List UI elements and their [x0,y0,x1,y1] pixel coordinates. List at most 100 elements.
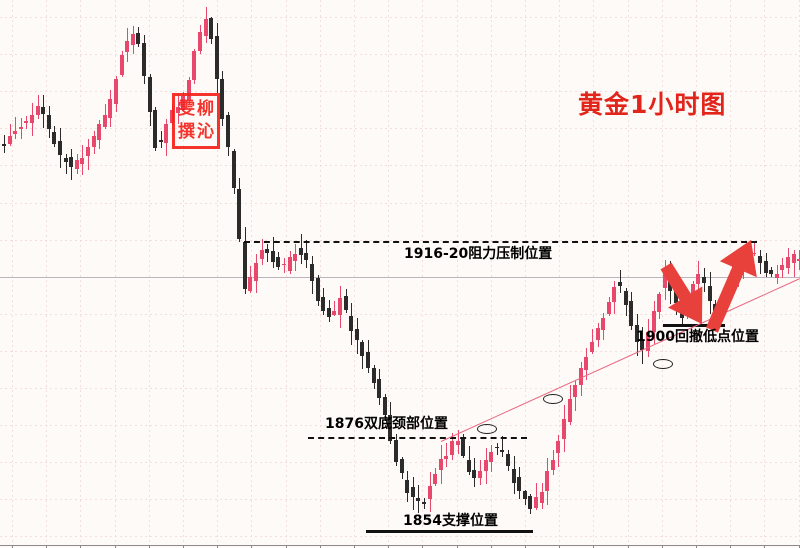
neckline-label: 1876双底颈部位置 [325,416,448,432]
candle-body [142,42,146,77]
candle-body [153,109,158,148]
trendline-touch-marker [477,424,497,434]
candle-body [506,454,510,467]
candle-body [494,446,499,449]
candle-body [242,241,247,289]
candle-body [422,502,426,504]
candle-body [24,121,29,124]
candle-wick [334,300,336,317]
candle-body [315,278,320,302]
candle-body [668,275,673,291]
candle-body [388,414,393,441]
candle-wick [620,270,621,293]
candle-body [58,141,62,156]
candle-body [674,285,678,303]
candle-body [377,379,382,399]
candle-body [136,32,141,45]
candle-body [97,124,102,141]
candle-body [444,456,449,459]
candle-body [298,248,303,256]
candle-body [562,418,566,440]
candle-body [797,259,800,261]
candle-wick [502,435,504,458]
candle-body [763,260,768,274]
axis-tick [12,546,13,548]
axis-tick [80,546,81,548]
axis-tick [251,546,252,548]
candle-body [349,316,354,331]
candle-wick [793,249,795,277]
candle-body [455,441,460,446]
retrace-low-label: 1900回撤低点位置 [636,329,759,345]
candle-body [539,491,544,503]
candle-body [114,79,118,104]
axis-tick [764,546,765,548]
time-axis-line [0,545,800,546]
midline-axis [0,277,800,278]
axis-tick [217,546,218,548]
chart-title: 黄金1小时图 [578,90,727,119]
candle-body [584,356,589,370]
axis-tick [320,546,321,548]
candle-body [125,41,130,53]
candle-body [69,156,74,168]
candle-body [164,123,169,143]
candle-body [707,286,712,302]
axis-tick [115,546,116,548]
candle-body [35,105,40,115]
candle-body [74,160,79,169]
candle-body [354,328,359,340]
candle-body [2,144,6,146]
candle-body [332,310,337,315]
axis-tick [422,546,423,548]
candle-body [287,256,292,272]
candle-body [466,460,471,472]
candle-body [629,301,634,326]
candle-body [310,264,314,282]
seal-char-bottom-right: 沁 [197,122,214,142]
candle-body [147,77,152,112]
candle-body [410,486,415,498]
candle-body [612,286,617,303]
candle-body [774,273,779,278]
candle-wick [446,442,448,467]
axis-tick [696,546,697,548]
candle-wick [748,244,750,263]
candle-body [63,157,68,163]
candle-body [91,136,96,147]
candle-body [265,249,270,254]
candle-body [86,146,90,156]
axis-tick [149,546,150,548]
candle-body [567,398,572,422]
candle-body [80,158,85,165]
candle-body [517,476,522,492]
candle-body [534,496,538,509]
candle-body [214,35,219,80]
candle-body [679,307,684,318]
axis-tick [286,546,287,548]
resistance-label: 1916-20阻力压制位置 [404,246,553,262]
candle-body [209,18,214,39]
candle-body [52,131,57,145]
candle-wick [284,258,285,274]
candle-body [522,491,527,500]
candle-body [556,441,561,453]
neckline-1876 [308,437,527,439]
candle-body [752,252,757,255]
candle-body [791,254,796,263]
candle-body [119,54,124,76]
candle-body [416,497,421,502]
candle-body [573,385,578,398]
axis-tick [593,546,594,548]
candle-body [618,282,622,287]
candle-body [226,114,230,148]
candle-body [606,302,611,314]
candle-body [450,441,454,456]
candle-body [489,451,494,462]
candle-body [192,51,197,81]
candle-body [181,96,186,110]
axis-tick [559,546,560,548]
candle-wick [754,240,756,257]
